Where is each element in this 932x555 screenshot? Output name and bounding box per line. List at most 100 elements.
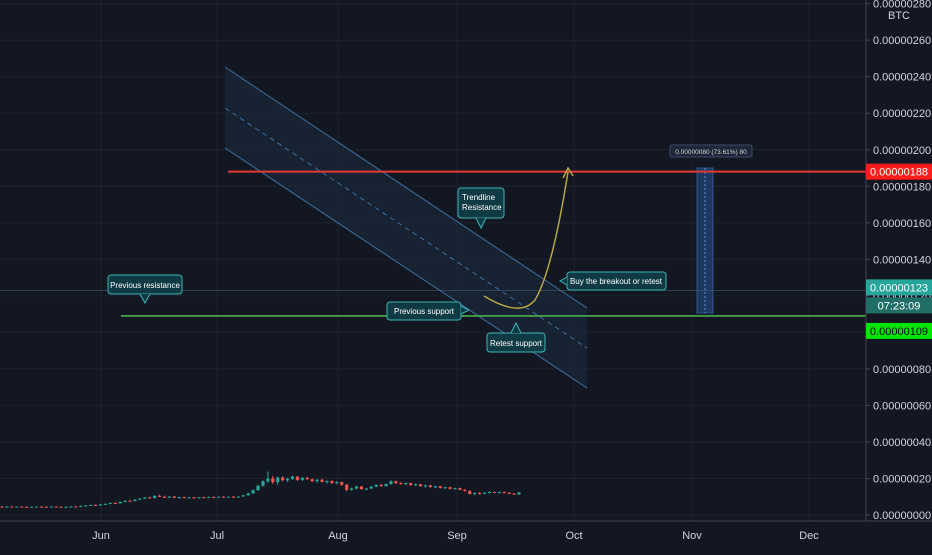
candle-body <box>226 496 231 498</box>
candle-body <box>153 495 157 499</box>
candle-body <box>482 492 487 494</box>
candle-body <box>93 504 98 506</box>
candle-body <box>492 491 496 493</box>
candle-body <box>517 492 521 495</box>
candle-body <box>502 492 506 494</box>
candle-body <box>5 506 9 508</box>
candle-body <box>128 500 132 502</box>
candle-body <box>69 506 73 508</box>
callout-trendline-resistance[interactable]: Trendline Resistance <box>457 187 505 230</box>
callout-previous-resistance[interactable]: Previous resistance <box>107 274 183 305</box>
candle-body <box>335 482 339 484</box>
price-axis[interactable]: 0.00000000 0.00000020 0.00000040 0.00000060… <box>866 0 931 522</box>
candle-body <box>29 506 34 508</box>
candle-body <box>478 493 482 495</box>
channel-median-line[interactable] <box>224 107 588 349</box>
time-tick-label: Oct <box>565 530 582 542</box>
candle-body <box>39 506 43 508</box>
price-range-measure[interactable]: 0.00000080 (73.61%) 80 <box>669 144 753 314</box>
price-tick-label: 0.00000020 <box>873 473 931 485</box>
candle-body <box>59 506 63 508</box>
callout-pointer <box>460 305 471 315</box>
candle-body <box>192 497 196 499</box>
candle-body <box>433 486 437 488</box>
candle-body <box>359 486 364 490</box>
callout-text: Retest support <box>490 339 543 348</box>
candle-body <box>0 506 4 508</box>
callout-retest-support[interactable]: Retest support <box>486 321 546 353</box>
candle-body <box>345 484 349 490</box>
callout-buy-breakout[interactable]: Buy the breakout or retest <box>558 271 667 291</box>
candle-body <box>295 476 300 480</box>
candle-body <box>315 479 319 482</box>
candle-body <box>271 478 275 483</box>
candle-body <box>118 501 122 504</box>
candle-body <box>133 499 137 502</box>
candle-body <box>404 483 408 485</box>
candle-body <box>512 493 516 495</box>
time-tick-label: Nov <box>682 530 702 542</box>
countdown-label-box <box>866 297 932 314</box>
candle-body <box>438 486 442 488</box>
projection-curve[interactable] <box>483 171 569 309</box>
channel-upper-line[interactable] <box>224 66 588 309</box>
time-tick-label: Aug <box>328 530 348 542</box>
callout-previous-support[interactable]: Previous support <box>386 301 471 321</box>
candle-body <box>453 488 457 490</box>
candle-body <box>448 487 452 489</box>
callout-text-line: Resistance <box>462 203 502 212</box>
candle-body <box>172 496 176 498</box>
candle-body <box>246 493 250 496</box>
price-tick-label: 0.00000080 <box>873 364 931 376</box>
candle-body <box>290 476 295 479</box>
candle-body <box>266 478 270 482</box>
candle-body <box>20 506 24 508</box>
candle-body <box>310 479 314 482</box>
candle-body <box>276 477 280 483</box>
candle-body <box>241 495 245 497</box>
descending-channel[interactable] <box>224 66 588 389</box>
current-price-label-box <box>866 279 932 296</box>
candle-body <box>89 504 93 506</box>
candle-body <box>44 506 48 508</box>
candle-body <box>236 496 240 498</box>
measure-label: 0.00000080 (73.61%) 80 <box>675 149 747 156</box>
callout-text-line: Trendline <box>462 193 496 202</box>
time-tick-label: Jul <box>210 530 224 542</box>
candle-body <box>74 506 78 508</box>
candle-body <box>251 490 255 494</box>
candlesticks <box>0 471 521 508</box>
support-price-label-text: 0.00000109 <box>870 326 928 338</box>
candle-body <box>162 496 167 498</box>
candle-body <box>394 481 398 484</box>
candle-body <box>108 502 112 504</box>
resistance-price-label-text: 0.00000188 <box>870 167 928 179</box>
candle-body <box>79 505 83 507</box>
candle-body <box>54 506 58 508</box>
price-tick-label: 0.00000040 <box>873 437 931 449</box>
time-tick-label: Sep <box>447 530 467 542</box>
callout-text: Trendline Resistance <box>462 193 502 212</box>
candle-body <box>414 484 418 486</box>
candle-body <box>389 481 393 484</box>
callout-pointer <box>558 276 568 286</box>
callout-text: Previous support <box>394 307 455 316</box>
candle-body <box>10 506 14 508</box>
candle-body <box>143 497 147 499</box>
candle-body <box>409 483 413 486</box>
callout-pointer <box>139 293 151 305</box>
time-tick-label: Jun <box>92 530 110 542</box>
candle-body <box>138 498 142 500</box>
resistance-price-label-box <box>866 163 932 180</box>
time-tick-label: Dec <box>799 530 819 542</box>
candle-body <box>374 484 378 487</box>
price-unit-label: BTC <box>888 10 910 22</box>
support-price-label-box <box>866 322 932 339</box>
candle-body <box>49 506 53 508</box>
candle-body <box>423 485 428 487</box>
candle-body <box>369 486 373 489</box>
time-axis[interactable]: Jun Jul Aug Sep Oct Nov Dec <box>92 530 819 542</box>
candle-body <box>330 481 334 484</box>
